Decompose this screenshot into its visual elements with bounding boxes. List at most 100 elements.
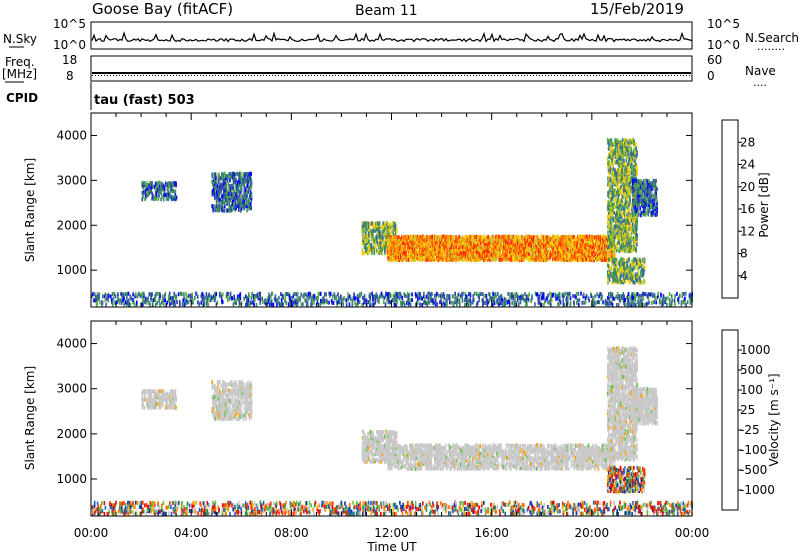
data-cell: [249, 201, 252, 206]
data-cell: [607, 264, 610, 269]
data-cell: [583, 253, 586, 258]
data-cell: [215, 199, 218, 204]
data-cell: [642, 263, 645, 268]
data-cell: [412, 257, 415, 262]
data-cell: [532, 241, 534, 246]
data-cell: [602, 249, 605, 254]
data-cell: [607, 280, 609, 285]
data-cell: [372, 245, 375, 250]
data-cell: [544, 255, 547, 260]
data-cell: [623, 271, 626, 276]
data-cell: [184, 302, 186, 307]
data-cell: [512, 238, 515, 243]
nsearch-label: N.Search: [745, 31, 799, 45]
freq-frame: [90, 55, 693, 82]
data-cell: [614, 235, 616, 240]
data-cell: [141, 190, 143, 195]
data-cell: [592, 257, 594, 262]
data-cell: [630, 224, 633, 229]
data-cell: [628, 176, 630, 181]
data-cell: [602, 255, 604, 260]
data-cell: [403, 238, 406, 243]
data-cell: [214, 295, 217, 300]
data-cell: [384, 251, 386, 256]
data-cell: [392, 253, 395, 258]
data-cell: [144, 300, 146, 305]
data-cell: [591, 251, 593, 256]
data-cell: [284, 298, 286, 303]
data-cell: [652, 205, 655, 210]
data-cell: [481, 235, 483, 240]
data-cell: [238, 192, 241, 197]
data-cell: [618, 188, 621, 193]
data-cell: [366, 237, 369, 242]
data-cell: [105, 302, 107, 307]
data-cell: [628, 237, 630, 241]
data-cell: [474, 251, 476, 256]
data-cell: [497, 245, 500, 250]
data-cell: [376, 221, 379, 226]
data-cell: [470, 251, 473, 256]
data-cell: [225, 186, 228, 191]
data-cell: [229, 293, 232, 298]
data-cell: [649, 205, 651, 209]
data-cell: [647, 212, 649, 217]
data-cell: [217, 188, 220, 193]
data-cell: [621, 242, 623, 247]
data-cell: [624, 234, 627, 239]
data-cell: [231, 200, 233, 205]
data-cell: [510, 245, 513, 250]
data-cell: [626, 273, 629, 278]
data-cell: [453, 243, 456, 248]
data-cell: [598, 251, 600, 256]
data-cell: [648, 203, 650, 207]
data-cell: [642, 182, 645, 187]
data-cell: [393, 225, 396, 230]
data-cell: [243, 296, 245, 301]
data-cell: [579, 241, 582, 246]
data-cell: [361, 223, 364, 228]
data-cell: [532, 247, 534, 252]
data-cell: [408, 245, 411, 250]
data-cell: [364, 239, 366, 244]
data-cell: [510, 240, 513, 245]
data-cell: [416, 256, 418, 260]
data-cell: [483, 243, 485, 248]
data-cell: [259, 291, 262, 296]
data-cell: [244, 201, 246, 206]
data-cell: [623, 144, 626, 149]
data-cell: [616, 270, 618, 275]
data-cell: [380, 249, 383, 253]
data-cell: [566, 257, 568, 262]
data-cell: [653, 179, 656, 184]
data-cell: [644, 203, 647, 207]
data-cell: [146, 186, 149, 191]
data-cell: [641, 181, 644, 186]
data-cell: [434, 237, 437, 242]
data-cell: [221, 199, 223, 204]
data-cell: [386, 249, 389, 254]
data-cell: [476, 239, 478, 244]
data-cell: [245, 192, 247, 197]
data-cell: [244, 174, 246, 179]
data-cell: [557, 257, 559, 262]
data-cell: [170, 181, 173, 186]
data-cell: [409, 251, 411, 256]
data-cell: [535, 251, 538, 256]
data-cell: [560, 254, 563, 259]
data-cell: [120, 300, 123, 305]
data-cell: [608, 142, 611, 147]
data-cell: [238, 182, 241, 187]
data-cell: [393, 238, 396, 243]
data-cell: [477, 236, 480, 241]
data-cell: [475, 247, 477, 252]
data-cell: [623, 210, 626, 215]
data-cell: [391, 256, 393, 260]
data-cell: [607, 170, 610, 175]
data-cell: [606, 278, 609, 283]
data-cell: [616, 152, 618, 157]
data-cell: [556, 241, 558, 246]
data-cell: [519, 257, 522, 262]
nsky-series: [91, 30, 693, 43]
data-cell: [632, 280, 635, 285]
